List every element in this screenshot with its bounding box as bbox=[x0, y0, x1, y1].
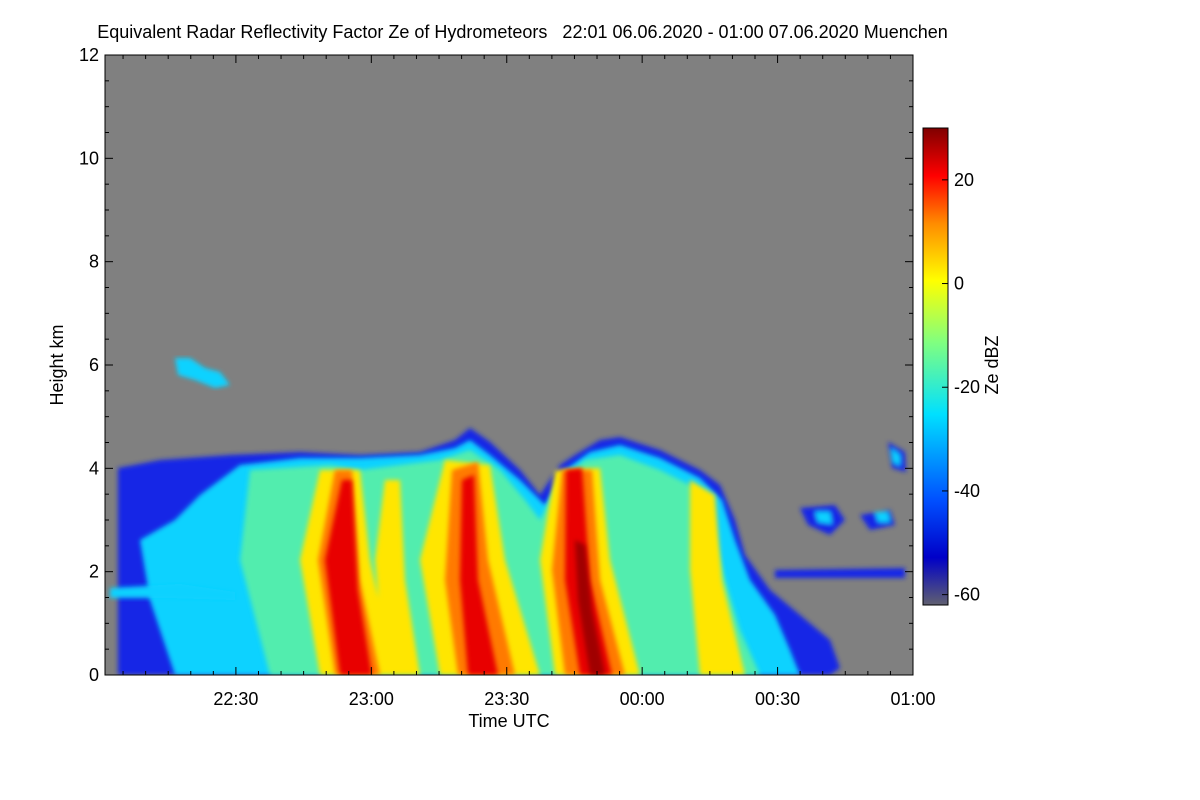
deck-red bbox=[325, 468, 612, 675]
colorbar-tick-label: 20 bbox=[954, 170, 974, 190]
colorbar-tick-label: 0 bbox=[954, 274, 964, 294]
deck-darkred bbox=[575, 540, 605, 675]
y-tick-label: 8 bbox=[89, 252, 99, 272]
y-tick-label: 10 bbox=[79, 148, 99, 168]
colorbar-label: Ze dBZ bbox=[982, 335, 1002, 394]
y-tick-label: 12 bbox=[79, 45, 99, 65]
y-tick-label: 4 bbox=[89, 458, 99, 478]
x-axis-label: Time UTC bbox=[468, 711, 549, 731]
elevated-patch bbox=[175, 358, 230, 388]
y-axis-label: Height km bbox=[47, 324, 67, 405]
y-tick-label: 0 bbox=[89, 665, 99, 685]
x-tick-label: 22:30 bbox=[213, 689, 258, 709]
x-tick-label: 00:30 bbox=[755, 689, 800, 709]
y-tick-label: 6 bbox=[89, 355, 99, 375]
x-tick-label: 23:00 bbox=[349, 689, 394, 709]
x-tick-label: 01:00 bbox=[890, 689, 935, 709]
colorbar-tick-label: -20 bbox=[954, 377, 980, 397]
scattered-cells bbox=[775, 442, 906, 578]
x-axis: 22:30 23:00 23:30 00:00 00:30 01:00 bbox=[122, 55, 936, 709]
x-tick-label: 00:00 bbox=[620, 689, 665, 709]
colorbar-tick-label: -60 bbox=[954, 585, 980, 605]
y-tick-label: 2 bbox=[89, 562, 99, 582]
x-tick-label: 23:30 bbox=[484, 689, 529, 709]
colorbar-ticks: 20 0 -20 -40 -60 bbox=[942, 170, 980, 605]
low-streak bbox=[110, 584, 235, 600]
y-axis: 0 2 4 6 8 10 12 bbox=[79, 45, 913, 685]
reflectivity-field bbox=[110, 358, 906, 675]
colorbar bbox=[922, 127, 949, 606]
colorbar-tick-label: -40 bbox=[954, 481, 980, 501]
chart-title: Equivalent Radar Reflectivity Factor Ze … bbox=[97, 22, 948, 42]
